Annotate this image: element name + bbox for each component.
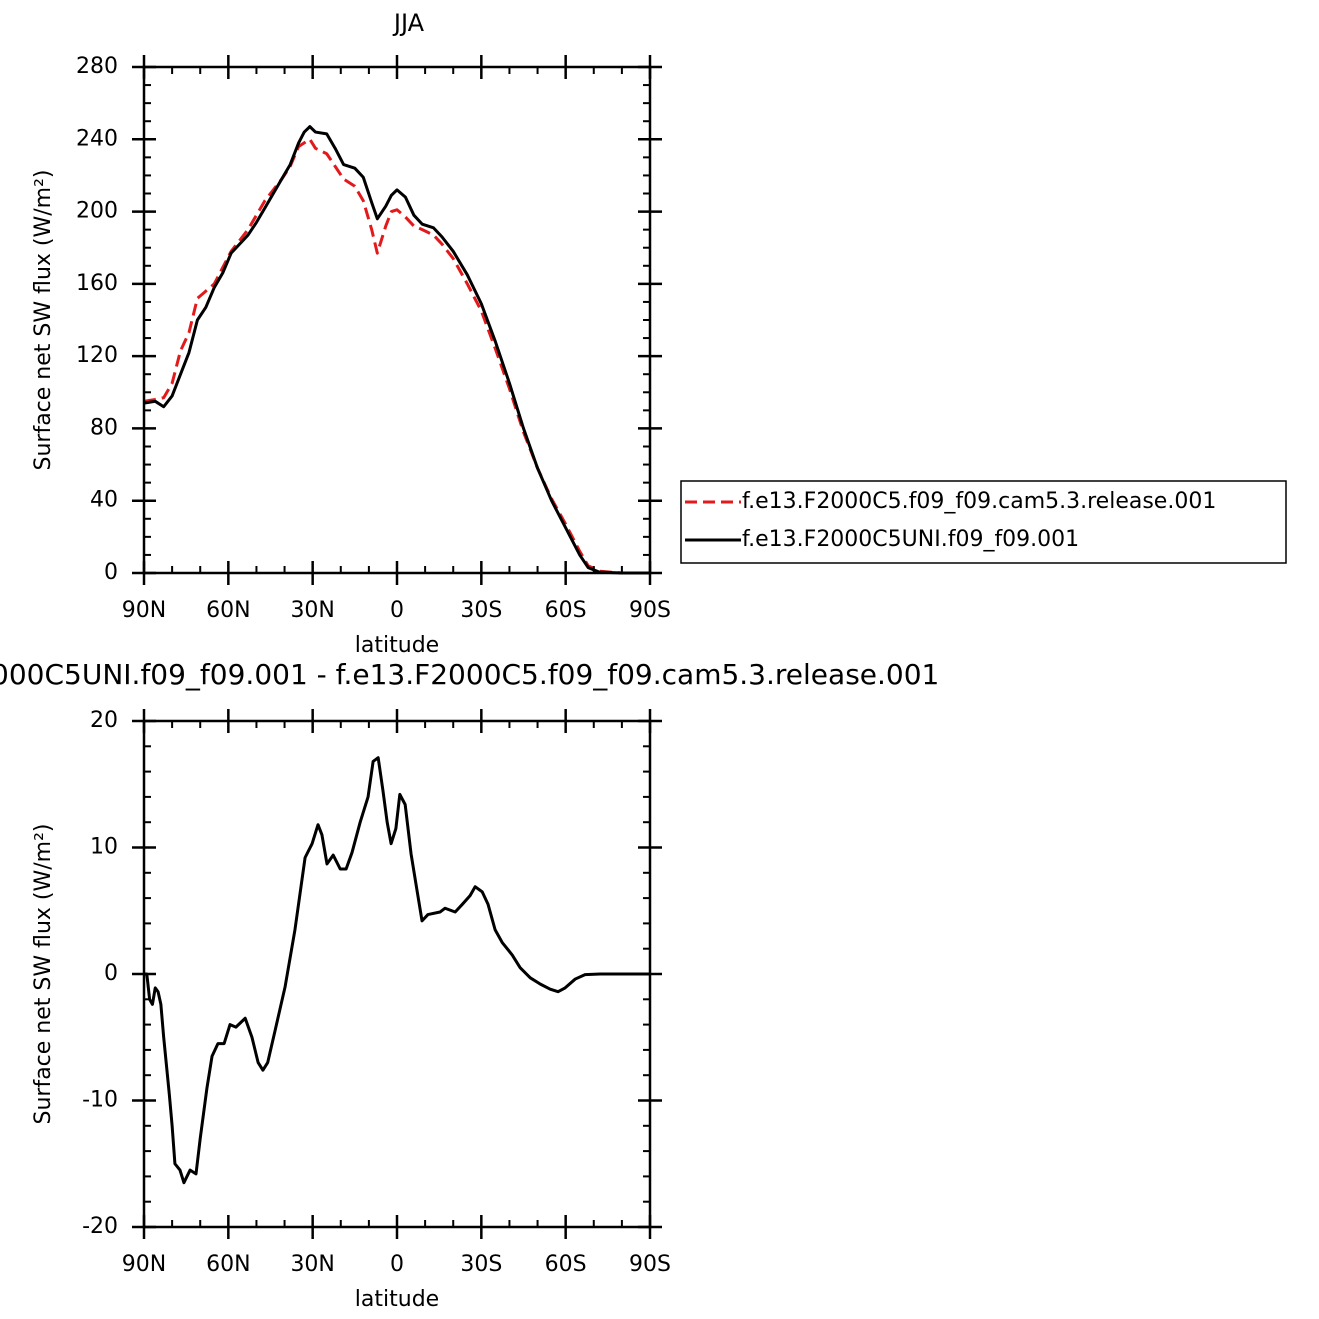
- x-tick-label: 90S: [629, 1252, 671, 1277]
- legend-box: [680, 480, 1287, 564]
- y-tick-label: 200: [76, 199, 118, 224]
- y-tick-label: 120: [76, 343, 118, 368]
- y-tick-label: 80: [90, 415, 118, 440]
- plot-frame: [142, 65, 652, 575]
- x-tick-label: 60S: [545, 598, 587, 623]
- chart-title: f.e13.F2000C5UNI.f09_f09.001 - f.e13.F20…: [0, 658, 939, 691]
- y-tick-label: 240: [76, 126, 118, 151]
- x-tick-label: 60N: [206, 598, 250, 623]
- x-axis-label: latitude: [355, 1287, 439, 1312]
- y-tick-label: 160: [76, 271, 118, 296]
- plot-frame: [142, 719, 652, 1229]
- x-axis-label: latitude: [355, 633, 439, 658]
- y-tick-label: -10: [82, 1088, 118, 1113]
- x-tick-label: 30S: [460, 1252, 502, 1277]
- y-tick-label: 40: [90, 488, 118, 513]
- y-axis-label: Surface net SW flux (W/m²): [31, 823, 56, 1124]
- y-tick-label: 20: [90, 708, 118, 733]
- x-tick-label: 90S: [629, 598, 671, 623]
- y-axis-label: Surface net SW flux (W/m²): [31, 169, 56, 470]
- x-tick-label: 0: [390, 1252, 404, 1277]
- x-tick-label: 90N: [122, 598, 166, 623]
- y-tick-label: 280: [76, 54, 118, 79]
- chart-title: JJA: [392, 9, 425, 37]
- x-tick-label: 30S: [460, 598, 502, 623]
- x-tick-label: 90N: [122, 1252, 166, 1277]
- y-tick-label: -20: [82, 1214, 118, 1239]
- x-tick-label: 30N: [290, 598, 334, 623]
- data-line: [143, 137, 650, 575]
- data-line: [144, 756, 650, 1185]
- legend-label: f.e13.F2000C5.f09_f09.cam5.3.release.001: [742, 489, 1216, 514]
- legend-label: f.e13.F2000C5UNI.f09_f09.001: [742, 527, 1079, 552]
- y-tick-label: 0: [104, 560, 118, 585]
- x-tick-label: 60S: [545, 1252, 587, 1277]
- x-tick-label: 60N: [206, 1252, 250, 1277]
- y-tick-label: 0: [104, 961, 118, 986]
- x-tick-label: 30N: [290, 1252, 334, 1277]
- data-line: [143, 125, 650, 575]
- y-tick-label: 10: [90, 835, 118, 860]
- x-tick-label: 0: [390, 598, 404, 623]
